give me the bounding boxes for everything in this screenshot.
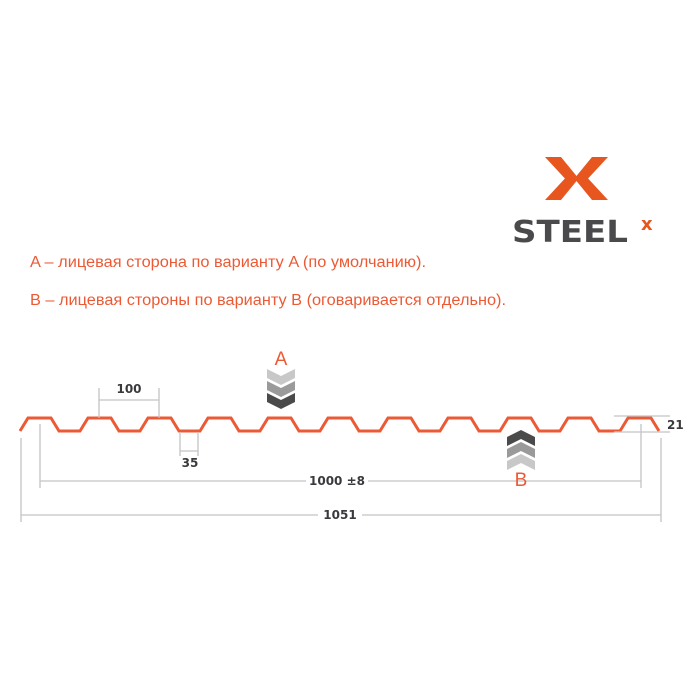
side-a-indicator: A [267, 349, 295, 409]
side-b-indicator: B [507, 430, 535, 491]
dimension-pitch: 100 [98, 382, 160, 418]
dimension-effective-width: 1000 ±8 [39, 424, 642, 488]
logo-text: STEEL [512, 215, 628, 250]
logo-superscript: x [641, 214, 653, 235]
pitch-label: 100 [116, 382, 141, 396]
dimension-full-width: 1051 [20, 438, 662, 522]
effective-width-label: 1000 ±8 [309, 474, 365, 488]
steelx-logo: STEEL x [512, 157, 653, 250]
chevron-down-icon [267, 369, 295, 409]
sheet-profile [18, 416, 661, 433]
height-label: 21 [667, 418, 684, 432]
chevron-up-icon [507, 430, 535, 470]
side-a-label: A [275, 349, 288, 370]
note-variant-a: A – лицевая сторона по варианту A (по ум… [30, 254, 426, 271]
logo-x-mark [545, 157, 608, 200]
dimension-trough: 35 [179, 432, 199, 470]
trough-label: 35 [182, 456, 199, 470]
dimension-height: 21 [614, 415, 684, 433]
full-width-label: 1051 [323, 508, 356, 522]
note-variant-b: B – лицевая стороны по варианту B (огова… [30, 292, 506, 309]
side-b-label: B [515, 470, 528, 491]
